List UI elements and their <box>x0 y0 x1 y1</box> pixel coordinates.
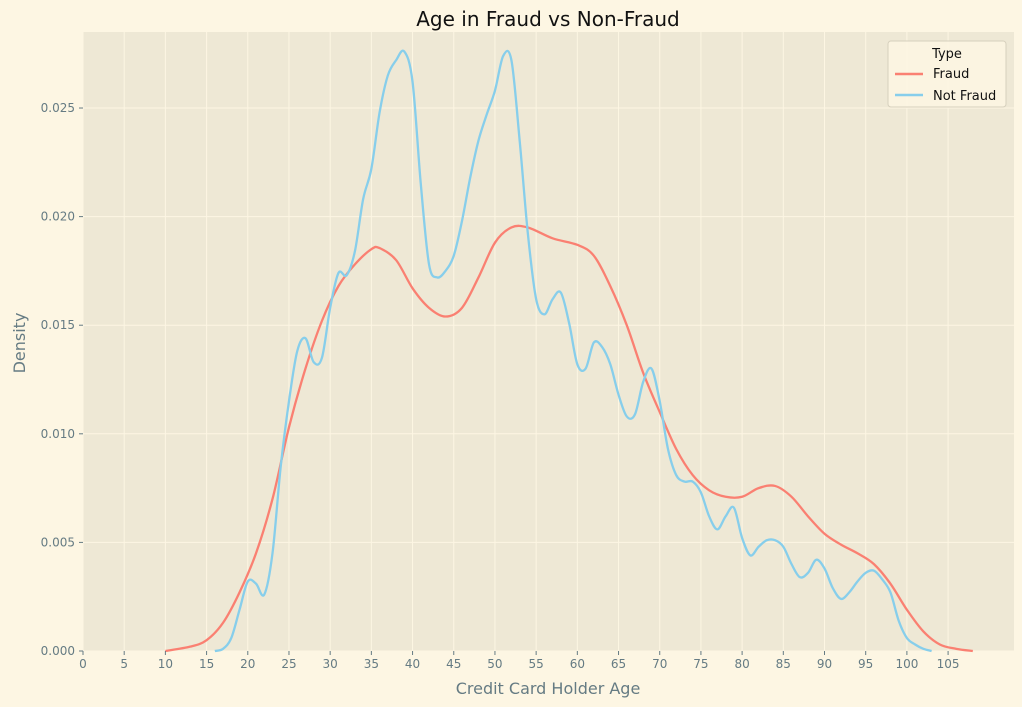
x-tick-label: 100 <box>895 657 918 671</box>
series-line-not-fraud <box>214 49 932 653</box>
y-tick-label: 0.010 <box>41 427 75 441</box>
x-tick-label: 25 <box>281 657 296 671</box>
legend-title: Type <box>931 47 962 62</box>
x-tick-label: 35 <box>364 657 379 671</box>
x-tick-label: 30 <box>323 657 338 671</box>
legend-label-not-fraud: Not Fraud <box>933 89 996 104</box>
x-axis-label: Credit Card Holder Age <box>456 679 641 698</box>
legend: Type Fraud Not Fraud <box>887 40 1007 108</box>
x-tick-label: 80 <box>734 657 749 671</box>
legend-box <box>887 40 1007 108</box>
x-axis: 0 5 10 15 20 25 30 35 40 45 50 55 60 65 70 75 80 85 90 95 10… <box>79 651 960 671</box>
chart-title: Age in Fraud vs Non-Fraud <box>416 7 680 31</box>
x-tick-label: 60 <box>570 657 585 671</box>
x-tick-label: 85 <box>776 657 791 671</box>
x-tick-label: 105 <box>937 657 960 671</box>
x-tick-label: 90 <box>817 657 832 671</box>
x-tick-label: 10 <box>158 657 173 671</box>
x-tick-label: 50 <box>487 657 502 671</box>
x-tick-label: 70 <box>652 657 667 671</box>
x-tick-label: 75 <box>693 657 708 671</box>
x-tick-label: 0 <box>79 657 87 671</box>
y-tick-label: 0.005 <box>41 535 75 549</box>
y-tick-label: 0.015 <box>41 318 75 332</box>
series-line-fraud <box>165 224 973 653</box>
series-lines <box>165 49 973 653</box>
y-tick-label: 0.025 <box>41 101 75 115</box>
x-tick-label: 5 <box>120 657 128 671</box>
plot-area <box>83 32 1014 651</box>
y-axis: 0.000 0.005 0.010 0.015 0.020 0.025 <box>41 101 83 658</box>
grid <box>82 32 1014 652</box>
x-tick-label: 65 <box>611 657 626 671</box>
legend-label-fraud: Fraud <box>933 67 969 82</box>
x-tick-label: 95 <box>858 657 873 671</box>
x-tick-label: 15 <box>199 657 214 671</box>
x-tick-label: 45 <box>446 657 461 671</box>
y-axis-label: Density <box>10 313 29 374</box>
x-tick-label: 55 <box>529 657 544 671</box>
y-tick-label: 0.020 <box>41 210 75 224</box>
x-tick-label: 20 <box>240 657 255 671</box>
y-tick-label: 0.000 <box>41 644 75 658</box>
x-tick-label: 40 <box>405 657 420 671</box>
